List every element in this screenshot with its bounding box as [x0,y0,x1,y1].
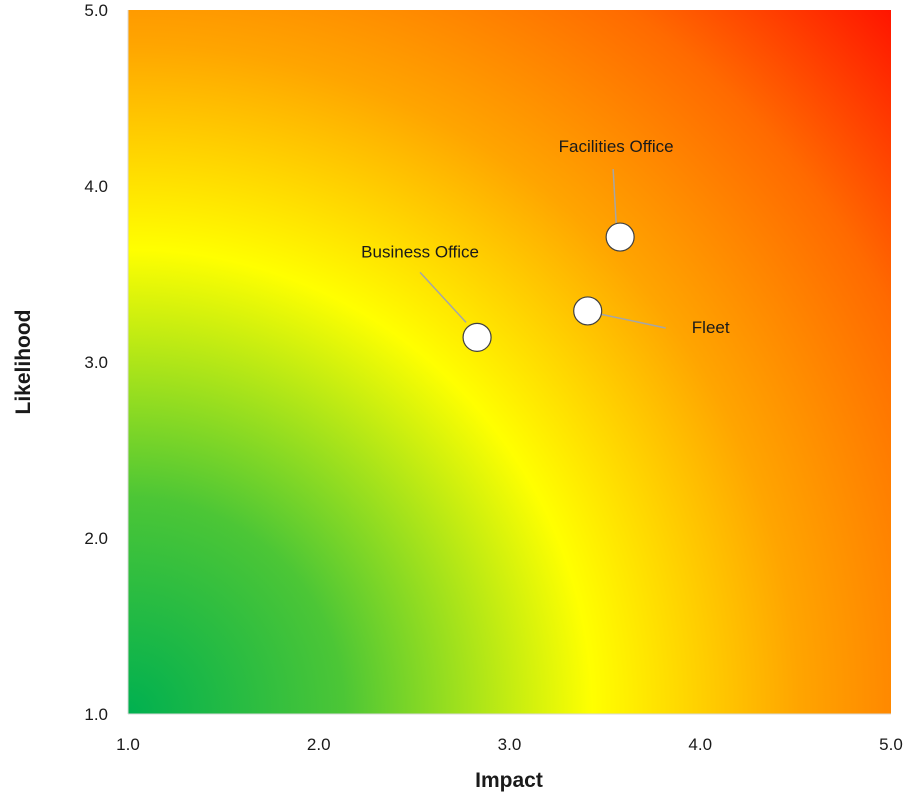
x-tick-label: 1.0 [116,735,140,754]
y-tick-label: 2.0 [84,529,108,548]
data-point-marker[interactable] [462,322,492,352]
data-point-label: Facilities Office [559,137,674,156]
y-axis-ticks: 1.0 2.0 3.0 4.0 5.0 [84,1,108,724]
y-tick-label: 1.0 [84,705,108,724]
x-axis-title: Impact [475,769,543,792]
x-tick-label: 5.0 [879,735,903,754]
y-tick-label: 5.0 [84,1,108,20]
y-tick-label: 3.0 [84,353,108,372]
leader-line [599,313,666,329]
x-tick-label: 4.0 [688,735,712,754]
data-point-marker[interactable] [573,296,603,326]
y-axis-title: Likelihood [12,310,35,415]
data-point-label: Fleet [692,318,730,337]
x-tick-label: 2.0 [307,735,331,754]
x-axis-ticks: 1.0 2.0 3.0 4.0 5.0 [116,735,903,754]
data-point-marker[interactable] [605,222,635,252]
data-points: Business Office Facilities Office Fleet [361,137,730,352]
x-tick-label: 3.0 [498,735,522,754]
plot-area-heatmap [128,10,891,714]
leader-line [419,271,467,323]
data-point-label: Business Office [361,242,479,261]
y-tick-label: 4.0 [84,177,108,196]
leader-line [612,168,617,224]
